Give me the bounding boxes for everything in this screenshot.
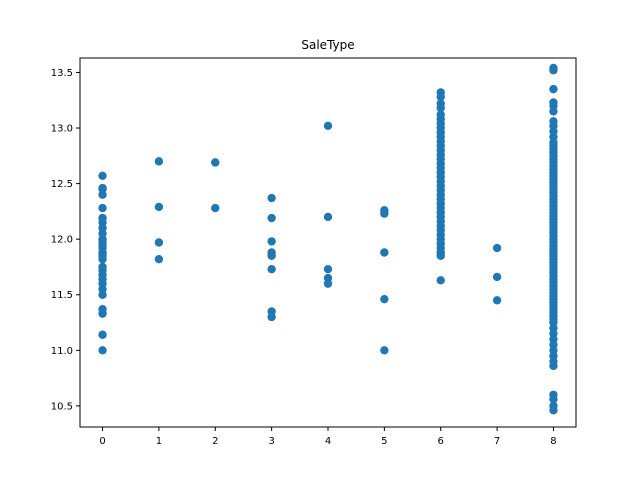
data-point	[380, 294, 389, 304]
data-point	[98, 203, 107, 213]
data-point	[492, 243, 502, 253]
x-tick-label: 5	[381, 436, 387, 447]
x-tick-label: 4	[325, 436, 331, 447]
points-layer	[98, 63, 558, 415]
x-tick-label: 8	[550, 436, 556, 447]
data-point	[436, 276, 445, 285]
data-point	[154, 254, 164, 264]
x-tick-label: 0	[99, 436, 105, 447]
data-point	[323, 279, 333, 288]
x-tick-label: 2	[212, 436, 218, 447]
data-point	[98, 330, 107, 339]
data-point	[436, 103, 445, 113]
data-point	[211, 158, 220, 167]
data-point	[492, 272, 502, 282]
data-point	[98, 346, 107, 355]
ticks-layer: 0 1 2 3 4 5 6 7 8 10.5 11.0 11.5 12.0 12.5 13.0 13.5	[51, 68, 557, 447]
x-tick-label: 6	[438, 436, 444, 447]
x-tick-label: 1	[156, 436, 162, 447]
data-point	[154, 202, 164, 212]
data-point	[492, 296, 502, 305]
data-point	[436, 251, 445, 261]
y-tick-label: 10.5	[51, 401, 73, 412]
data-point	[436, 92, 445, 102]
data-point	[267, 193, 276, 203]
data-point	[380, 248, 389, 257]
data-point	[98, 254, 107, 264]
data-point	[267, 264, 276, 274]
data-point	[549, 361, 558, 371]
data-point	[98, 309, 107, 318]
plot-frame	[79, 57, 577, 428]
data-point	[380, 209, 389, 218]
data-point	[380, 346, 389, 355]
y-tick-label: 13.0	[51, 124, 73, 135]
data-point	[267, 237, 276, 246]
data-point	[98, 190, 107, 199]
data-point	[549, 395, 558, 404]
y-tick-label: 13.5	[51, 68, 73, 79]
data-point	[267, 213, 276, 223]
data-point	[267, 251, 276, 261]
data-point	[323, 212, 333, 222]
x-tick-label: 3	[268, 436, 274, 447]
data-point	[549, 66, 558, 75]
data-point	[323, 264, 333, 274]
data-point	[549, 107, 558, 116]
data-point	[211, 203, 220, 213]
x-tick-label: 7	[494, 436, 500, 447]
data-point	[154, 238, 164, 247]
y-tick-label: 11.5	[51, 290, 73, 301]
data-point	[549, 84, 558, 94]
y-tick-label: 11.0	[51, 346, 73, 357]
data-point	[267, 312, 276, 322]
data-point	[98, 171, 107, 181]
chart-title: SaleType	[301, 38, 354, 52]
data-point	[98, 290, 107, 299]
y-tick-label: 12.5	[51, 179, 73, 190]
data-point	[154, 157, 164, 166]
data-point	[323, 121, 333, 130]
data-point	[549, 406, 558, 415]
y-tick-label: 12.0	[51, 235, 73, 246]
